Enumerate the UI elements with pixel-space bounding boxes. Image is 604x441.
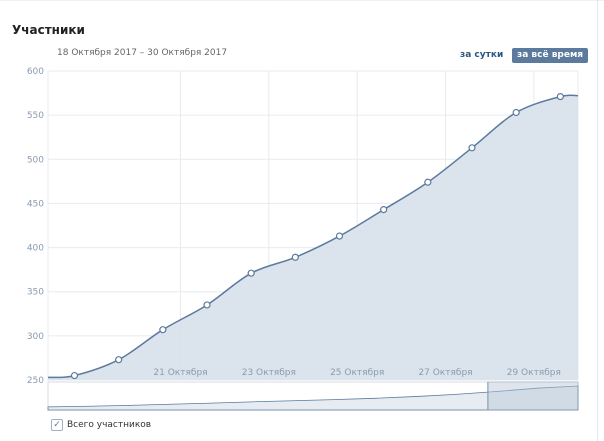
area-fill [48, 95, 578, 380]
data-point[interactable] [335, 232, 344, 240]
y-tick-label: 400 [27, 244, 44, 254]
frame-top-border [0, 0, 604, 1]
chart-markers[interactable] [70, 93, 564, 380]
x-tick-label: 25 Октября [330, 368, 384, 378]
legend-total-members[interactable]: ✓ Всего участников [51, 418, 151, 432]
y-tick-label: 550 [27, 111, 44, 121]
y-tick-label: 500 [27, 155, 44, 165]
y-tick-label: 300 [27, 332, 44, 342]
y-tick-label: 350 [27, 288, 44, 298]
data-point[interactable] [291, 253, 299, 261]
data-point[interactable] [424, 178, 432, 186]
y-tick-label: 250 [27, 376, 44, 386]
data-point[interactable] [468, 144, 476, 152]
data-point[interactable] [115, 356, 123, 364]
data-point[interactable] [556, 93, 564, 101]
per-day-button[interactable]: за сутки [460, 50, 504, 60]
series-line [47, 94, 579, 379]
data-point[interactable] [247, 269, 255, 277]
y-tick-label: 600 [27, 67, 44, 77]
frame-right-border [597, 0, 598, 441]
x-tick-label: 23 Октября [242, 368, 296, 378]
x-tick-label: 21 Октября [153, 368, 207, 378]
x-tick-label: 27 Октября [418, 368, 472, 378]
data-point[interactable] [70, 371, 79, 380]
all-time-button[interactable]: за всё время [512, 48, 589, 63]
y-axis-labels: 250 300 350 400 450 500 550 600 [27, 67, 44, 386]
chart-line [47, 94, 579, 379]
x-axis-labels: 21 Октября 23 Октября 25 Октября 27 Октября… [153, 368, 561, 378]
data-point[interactable] [380, 206, 388, 214]
date-range: 18 Октября 2017 – 30 Октября 2017 [57, 48, 228, 58]
legend-label: Всего участников [67, 420, 152, 430]
navigator-series [47, 385, 579, 411]
y-tick-label: 450 [27, 199, 44, 209]
data-point[interactable] [512, 108, 520, 117]
chart-area [48, 95, 578, 380]
page-title: Участники [12, 23, 85, 37]
legend-checkbox[interactable]: ✓ [51, 419, 63, 431]
data-point[interactable] [203, 301, 211, 309]
x-tick-label: 29 Октября [507, 368, 561, 378]
range-navigator[interactable] [47, 381, 579, 411]
data-point[interactable] [159, 326, 167, 334]
navigator-selection[interactable] [487, 381, 579, 411]
